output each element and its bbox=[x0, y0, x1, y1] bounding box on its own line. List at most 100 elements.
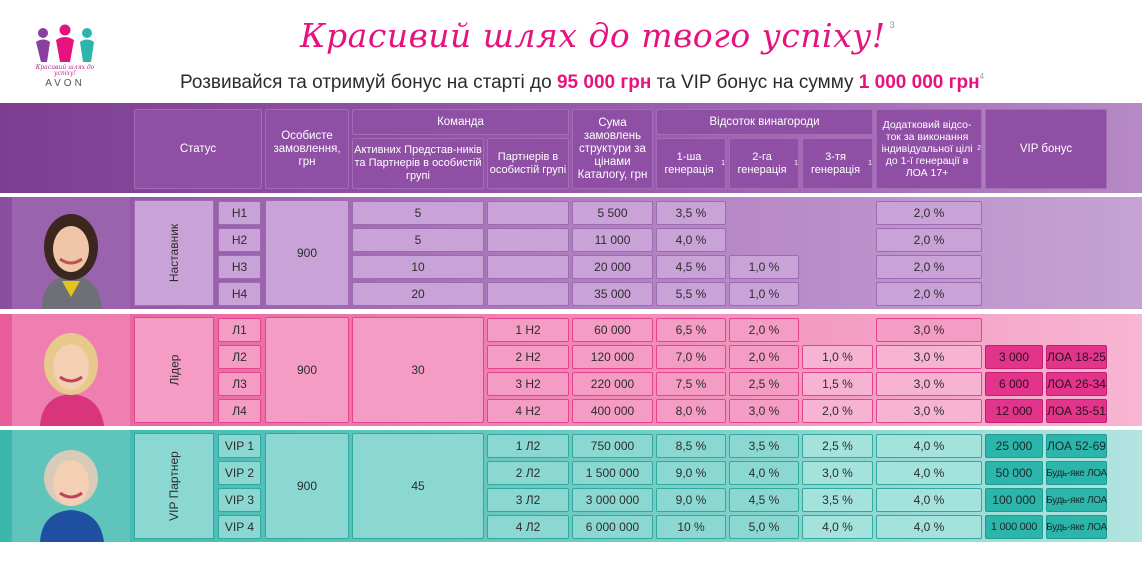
vip-row-2-gen3: 3,0 % bbox=[802, 461, 873, 485]
mentor-row-2-level: Н2 bbox=[218, 228, 261, 252]
header-status: Статус bbox=[134, 109, 262, 189]
vip-row-4-gen2: 5,0 % bbox=[729, 515, 799, 539]
vip-row-1-gen3: 2,5 % bbox=[802, 434, 873, 458]
group-vip: VIP Партнер bbox=[134, 433, 214, 539]
mentor-row-4-sum: 35 000 bbox=[572, 282, 653, 306]
header-additional-text: Додатковий відсо-ток за виконання індиві… bbox=[881, 119, 973, 179]
leader-row-3-gen1: 7,5 % bbox=[656, 372, 726, 396]
group-leader-label: Лідер bbox=[166, 354, 181, 386]
vip-row-4-vip-amount: 1 000 000 bbox=[985, 515, 1043, 539]
mentor-portrait bbox=[12, 197, 130, 309]
vip-row-1-vip-amount: 25 000 bbox=[985, 434, 1043, 458]
header-structure-sum: Сума замовлень структури за цінами Катал… bbox=[572, 109, 653, 189]
mentor-row-1-sum: 5 500 bbox=[572, 201, 653, 225]
page-title: Красивий шлях до твого успіху! 3 bbox=[300, 16, 895, 55]
mentor-row-4-gen1: 5,5 % bbox=[656, 282, 726, 306]
mentor-row-2-partners bbox=[487, 228, 569, 252]
mentor-row-3-level: Н3 bbox=[218, 255, 261, 279]
header-gen1-text: 1-ша генерація bbox=[664, 150, 714, 176]
leader-row-2-level: Л2 bbox=[218, 345, 261, 369]
leader-row-4-sum: 400 000 bbox=[572, 399, 653, 423]
leader-row-3-vip-loa: ЛОА 26-34 bbox=[1046, 372, 1107, 396]
vip-active-reps: 45 bbox=[352, 433, 484, 539]
leader-row-3-sum: 220 000 bbox=[572, 372, 653, 396]
header-gen2-text: 2-га генерація bbox=[737, 150, 787, 176]
mentor-row-2-additional: 2,0 % bbox=[876, 228, 982, 252]
leader-row-4-gen1: 8,0 % bbox=[656, 399, 726, 423]
vip-row-1-level: VIP 1 bbox=[218, 434, 261, 458]
header-additional: Додатковий відсо-ток за виконання індиві… bbox=[876, 109, 982, 189]
title-footnote: 3 bbox=[889, 20, 896, 30]
mentor-row-1-gen1: 3,5 % bbox=[656, 201, 726, 225]
people-logo-icon bbox=[36, 24, 94, 62]
leader-row-4-additional: 3,0 % bbox=[876, 399, 982, 423]
vip-row-2-sum: 1 500 000 bbox=[572, 461, 653, 485]
leader-row-3-partners: 3 Н2 bbox=[487, 372, 569, 396]
page-title-text: Красивий шлях до твого успіху! bbox=[300, 16, 886, 55]
vip-row-4-vip-loa: Будь-яке ЛОА bbox=[1046, 515, 1107, 539]
header-partners: Партнерів в особистій групі bbox=[487, 138, 569, 189]
vip-row-2-additional: 4,0 % bbox=[876, 461, 982, 485]
subtitle: Розвивайся та отримуй бонус на старті до… bbox=[180, 72, 984, 94]
mentor-row-1-level: Н1 bbox=[218, 201, 261, 225]
header-vip-bonus: VIP бонус bbox=[985, 109, 1107, 189]
vip-row-1-gen2: 3,5 % bbox=[729, 434, 799, 458]
subtitle-footnote: 4 bbox=[979, 72, 985, 81]
vip-row-4-level: VIP 4 bbox=[218, 515, 261, 539]
vip-row-2-partners: 2 Л2 bbox=[487, 461, 569, 485]
leader-portrait bbox=[12, 314, 130, 426]
leader-row-1-level: Л1 bbox=[218, 318, 261, 342]
vip-portrait bbox=[12, 430, 130, 542]
leader-row-4-partners: 4 Н2 bbox=[487, 399, 569, 423]
vip-row-3-level: VIP 3 bbox=[218, 488, 261, 512]
group-mentor-label: Наставник bbox=[167, 223, 181, 283]
vip-row-2-gen2: 4,0 % bbox=[729, 461, 799, 485]
mentor-row-2-sum: 11 000 bbox=[572, 228, 653, 252]
mentor-row-3-gen2: 1,0 % bbox=[729, 255, 799, 279]
vip-row-3-gen1: 9,0 % bbox=[656, 488, 726, 512]
leader-personal-order: 900 bbox=[265, 317, 349, 423]
vip-row-3-sum: 3 000 000 bbox=[572, 488, 653, 512]
leader-row-2-sum: 120 000 bbox=[572, 345, 653, 369]
leader-row-4-level: Л4 bbox=[218, 399, 261, 423]
mentor-row-3-sum: 20 000 bbox=[572, 255, 653, 279]
vip-row-3-gen2: 4,5 % bbox=[729, 488, 799, 512]
subtitle-part2: та VIP бонус на сумму bbox=[651, 72, 859, 93]
leader-row-2-gen3: 1,0 % bbox=[802, 345, 873, 369]
leader-row-4-vip-loa: ЛОА 35-51 bbox=[1046, 399, 1107, 423]
leader-row-4-gen2: 3,0 % bbox=[729, 399, 799, 423]
leader-row-1-gen1: 6,5 % bbox=[656, 318, 726, 342]
header-personal-order: Особисте замовлення, грн bbox=[265, 109, 349, 189]
leader-row-4-vip-amount: 12 000 bbox=[985, 399, 1043, 423]
header-additional-sup: 2 bbox=[977, 145, 981, 152]
leader-row-1-sum: 60 000 bbox=[572, 318, 653, 342]
vip-row-4-additional: 4,0 % bbox=[876, 515, 982, 539]
vip-row-4-partners: 4 Л2 bbox=[487, 515, 569, 539]
header-gen3-sup: 1 bbox=[868, 160, 872, 167]
mentor-row-4-partners bbox=[487, 282, 569, 306]
leader-row-3-gen2: 2,5 % bbox=[729, 372, 799, 396]
vip-row-3-vip-loa: Будь-яке ЛОА bbox=[1046, 488, 1107, 512]
brand-name: AVON bbox=[45, 78, 85, 89]
mentor-row-3-partners bbox=[487, 255, 569, 279]
leader-row-2-vip-amount: 3 000 bbox=[985, 345, 1043, 369]
vip-row-3-partners: 3 Л2 bbox=[487, 488, 569, 512]
vip-row-3-additional: 4,0 % bbox=[876, 488, 982, 512]
mentor-row-1-active: 5 bbox=[352, 201, 484, 225]
leader-row-1-gen2: 2,0 % bbox=[729, 318, 799, 342]
mentor-row-2-active: 5 bbox=[352, 228, 484, 252]
vip-row-2-gen1: 9,0 % bbox=[656, 461, 726, 485]
header-gen2: 2-га генерація 1 bbox=[729, 138, 799, 189]
leader-row-1-additional: 3,0 % bbox=[876, 318, 982, 342]
vip-row-1-gen1: 8,5 % bbox=[656, 434, 726, 458]
leader-row-3-gen3: 1,5 % bbox=[802, 372, 873, 396]
leader-row-2-vip-loa: ЛОА 18-25 bbox=[1046, 345, 1107, 369]
vip-row-1-partners: 1 Л2 bbox=[487, 434, 569, 458]
vip-row-4-gen3: 4,0 % bbox=[802, 515, 873, 539]
header-gen1-sup: 1 bbox=[721, 160, 725, 167]
avon-logo: Красивий шлях до успіху! AVON bbox=[26, 24, 104, 96]
group-leader: Лідер bbox=[134, 317, 214, 423]
mentor-row-1-additional: 2,0 % bbox=[876, 201, 982, 225]
leader-row-4-gen3: 2,0 % bbox=[802, 399, 873, 423]
header-gen2-sup: 1 bbox=[794, 160, 798, 167]
